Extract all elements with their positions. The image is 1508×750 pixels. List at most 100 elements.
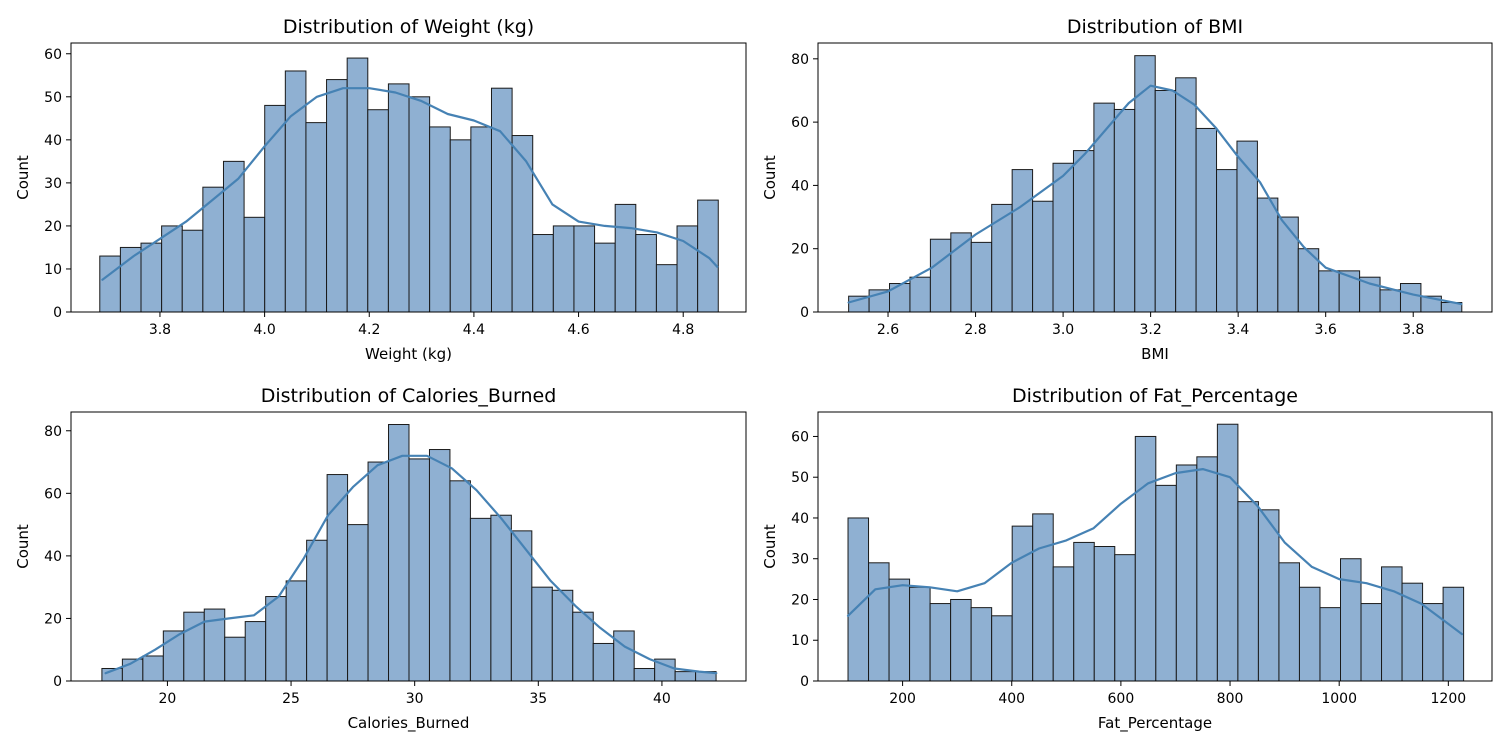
calories-x-axis-label: Calories_Burned: [348, 714, 470, 733]
calories-bar-15: [408, 458, 430, 682]
fat-percentage-bars: [847, 423, 1465, 682]
calories-ytick-label-3: 60: [44, 486, 62, 502]
calories-bar-23: [572, 611, 594, 682]
calories-xtick-label-4: 40: [653, 691, 671, 707]
weight-xtick-label-2: 4.2: [358, 322, 380, 338]
fat-percentage-bar-25: [1360, 603, 1383, 682]
fat-percentage-bar-9: [1032, 513, 1054, 682]
bmi-xtick-label-4: 3.4: [1227, 322, 1249, 338]
fat-percentage-bar-12: [1093, 546, 1116, 682]
bmi-xtick-label-3: 3.2: [1139, 322, 1161, 338]
weight-bar-24: [594, 242, 616, 313]
weight-kde-line: [101, 87, 719, 281]
fat-percentage-bar-22: [1298, 586, 1321, 682]
weight-ytick-label-2: 20: [44, 219, 62, 235]
fat-percentage-bar-27: [1401, 582, 1424, 682]
fat-percentage-bar-18: [1216, 423, 1239, 682]
calories-kde-line: [104, 454, 718, 675]
fat-percentage-bar-13: [1114, 554, 1136, 682]
calories-bar-26: [633, 667, 656, 682]
weight-bar-3: [161, 225, 183, 313]
calories-bar-12: [347, 524, 369, 682]
bmi-bar-4: [929, 238, 952, 313]
bmi-xtick-label-1: 2.8: [964, 322, 986, 338]
weight-chart-title: Distribution of Weight (kg): [283, 16, 534, 38]
fat-percentage-plot-frame: [817, 411, 1493, 682]
calories-plot-frame: [70, 411, 747, 682]
bmi-y-axis-label: Count: [761, 155, 779, 200]
weight-bars: [99, 57, 719, 313]
fat-percentage-xtick-label-0: 200: [889, 691, 916, 707]
fat-percentage-bar-8: [1011, 525, 1034, 682]
fat-percentage-bar-28: [1422, 603, 1444, 682]
bmi-bar-3: [909, 276, 931, 313]
fat-percentage-bar-20: [1257, 509, 1280, 682]
weight-y-axis-label: Count: [14, 155, 32, 200]
bmi-bar-16: [1175, 77, 1197, 313]
fat-percentage-ytick-label-1: 10: [791, 633, 809, 649]
weight-bar-25: [614, 203, 637, 313]
fat-percentage-ytick-label-5: 50: [791, 470, 809, 486]
weight-x-axis-label: Weight (kg): [365, 345, 452, 363]
bmi-bar-15: [1154, 89, 1177, 313]
bmi-chart-title: Distribution of BMI: [1067, 16, 1243, 38]
fat-percentage-bar-3: [909, 586, 931, 682]
calories-bar-8: [265, 596, 287, 682]
bmi-bar-20: [1256, 197, 1279, 313]
fat-percentage-bar-23: [1319, 607, 1342, 682]
weight-bar-20: [511, 135, 534, 313]
weight-xtick-label-4: 4.6: [567, 322, 589, 338]
bmi-bar-14: [1134, 55, 1156, 313]
bmi-bar-21: [1277, 216, 1299, 313]
bmi-bar-9: [1032, 200, 1054, 313]
bmi-plot-frame: [817, 42, 1493, 313]
bmi-bar-6: [970, 241, 993, 313]
fat-percentage-ytick-label-0: 0: [800, 674, 809, 690]
bmi-bar-13: [1113, 108, 1136, 313]
fat-percentage-xtick-label-3: 800: [1217, 691, 1244, 707]
fat-percentage-bar-1: [868, 562, 890, 682]
fat-percentage-bar-11: [1073, 541, 1095, 682]
calories-chart-title: Distribution of Calories_Burned: [261, 385, 557, 407]
weight-bar-13: [367, 109, 389, 313]
fat-percentage-bar-7: [991, 615, 1013, 682]
calories-ytick-label-4: 80: [44, 424, 62, 440]
calories-bars: [101, 424, 717, 682]
calories-bar-19: [490, 514, 512, 682]
weight-bar-11: [326, 79, 348, 313]
weight-bar-0: [99, 255, 121, 313]
weight-bar-15: [408, 96, 431, 313]
weight-bar-4: [181, 229, 204, 313]
bmi-xtick-label-6: 3.8: [1402, 322, 1424, 338]
bmi-xtick-label-5: 3.6: [1315, 322, 1337, 338]
fat-percentage-xtick-label-2: 600: [1108, 691, 1135, 707]
fat-percentage-ytick-label-3: 30: [791, 552, 809, 568]
bmi-xtick-label-0: 2.6: [877, 322, 899, 338]
weight-plot-frame: [70, 42, 747, 313]
weight-bar-16: [429, 126, 451, 313]
bmi-ytick-label-2: 40: [791, 178, 809, 194]
fat-percentage-xtick-label-1: 400: [998, 691, 1025, 707]
weight-bar-18: [470, 126, 492, 313]
weight-ytick-label-4: 40: [44, 133, 62, 149]
fat-percentage-ytick-label-6: 60: [791, 429, 809, 445]
fat-percentage-bar-14: [1134, 435, 1157, 682]
weight-bar-22: [552, 225, 575, 313]
fat-percentage-histogram-panel: Distribution of Fat_Percentage Fat_Perce…: [761, 385, 1493, 733]
bmi-xtick-label-2: 3.0: [1052, 322, 1074, 338]
fat-percentage-kde-line: [846, 468, 1464, 636]
weight-bar-12: [346, 57, 369, 313]
calories-y-axis-label: Count: [14, 524, 32, 569]
weight-bar-14: [387, 83, 410, 313]
fat-percentage-bar-2: [888, 578, 911, 682]
weight-bar-21: [532, 234, 554, 313]
fat-percentage-ytick-label-4: 40: [791, 511, 809, 527]
bmi-ytick-label-0: 0: [800, 305, 809, 321]
bmi-x-axis-label: BMI: [1141, 345, 1169, 363]
bmi-bar-27: [1399, 283, 1422, 313]
fat-percentage-bar-17: [1196, 456, 1218, 682]
fat-percentage-bar-4: [929, 603, 952, 682]
bmi-bars: [848, 55, 1463, 313]
calories-xtick-label-0: 20: [159, 691, 177, 707]
